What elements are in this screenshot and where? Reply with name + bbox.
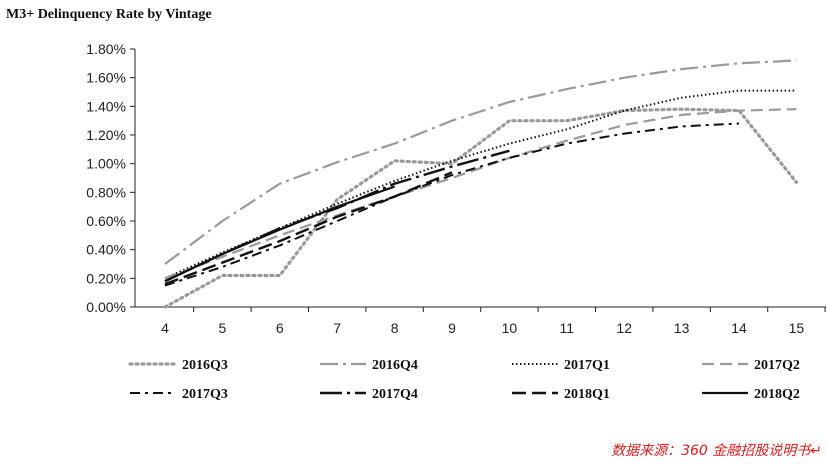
legend-label-2017Q4: 2017Q4 bbox=[372, 387, 418, 402]
y-tick-label: 1.00% bbox=[86, 156, 126, 172]
y-tick-label: 0.80% bbox=[86, 184, 126, 200]
series-line-2018Q2 bbox=[164, 185, 395, 283]
y-tick-label: 0.00% bbox=[86, 299, 126, 315]
chart-title: M3+ Delinquency Rate by Vintage bbox=[6, 7, 212, 22]
legend-label-2017Q3: 2017Q3 bbox=[182, 387, 228, 402]
legend-label-2018Q2: 2018Q2 bbox=[754, 387, 800, 402]
y-tick-label: 0.20% bbox=[86, 270, 126, 286]
series-lines bbox=[163, 59, 799, 309]
x-axis-ticks: 4 5 6 7 8 9 10 11 12 13 14 15 bbox=[161, 307, 826, 336]
x-tick-label: 14 bbox=[731, 320, 747, 336]
y-tick-label: 0.40% bbox=[86, 242, 126, 258]
x-tick-label: 5 bbox=[219, 320, 227, 336]
y-tick-label: 1.20% bbox=[86, 127, 126, 143]
y-tick-label: 1.40% bbox=[86, 98, 126, 114]
legend-label-2016Q4: 2016Q4 bbox=[372, 358, 418, 373]
x-tick-label: 8 bbox=[391, 320, 399, 336]
x-tick-label: 7 bbox=[333, 320, 341, 336]
legend-label-2017Q1: 2017Q1 bbox=[564, 358, 610, 373]
series-line-2017Q2 bbox=[164, 108, 797, 280]
y-tick-label: 1.80% bbox=[86, 41, 126, 57]
legend: 2016Q3 2016Q4 2017Q1 2017Q2 2017Q3 2017Q4 2018… bbox=[128, 358, 800, 402]
series-line-2016Q3 bbox=[163, 107, 799, 309]
y-tick-label: 1.60% bbox=[86, 70, 126, 86]
series-line-2016Q4 bbox=[164, 59, 797, 265]
source-note: 数据来源：360 金融招股说明书↵ bbox=[611, 443, 822, 459]
legend-label-2016Q3: 2016Q3 bbox=[182, 358, 228, 373]
series-line-2018Q1 bbox=[164, 171, 453, 286]
x-tick-label: 11 bbox=[560, 320, 575, 336]
x-tick-label: 15 bbox=[789, 320, 805, 336]
x-tick-label: 6 bbox=[276, 320, 284, 336]
x-tick-label: 4 bbox=[161, 320, 169, 336]
x-tick-label: 13 bbox=[674, 320, 690, 336]
series-line-2017Q1 bbox=[164, 89, 797, 280]
y-tick-label: 0.60% bbox=[86, 213, 126, 229]
y-axis-ticks: 0.00% 0.20% 0.40% 0.60% 0.80% 1.00% 1.20% 1.40%… bbox=[86, 41, 135, 315]
x-tick-label: 10 bbox=[502, 320, 518, 336]
series-line-2017Q3 bbox=[164, 122, 740, 287]
x-tick-label: 12 bbox=[616, 320, 632, 336]
x-tick-label: 9 bbox=[448, 320, 456, 336]
legend-label-2017Q2: 2017Q2 bbox=[754, 358, 800, 373]
legend-label-2018Q1: 2018Q1 bbox=[564, 387, 610, 402]
